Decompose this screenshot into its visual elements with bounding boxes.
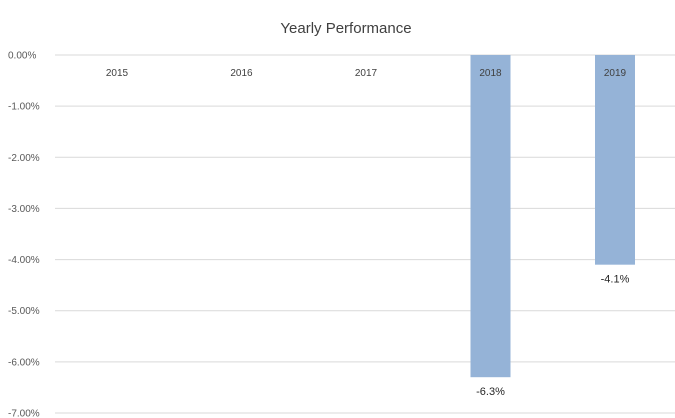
category-label-2016: 2016 [230,68,253,79]
y-axis-ticks: 0.00% -1.00% -2.00% -3.00% -4.00% -5.00% -6.00… [8,51,40,418]
gridlines [55,54,675,414]
y-tick-label: -7.00% [8,409,40,418]
category-labels: 2015 2016 2017 2018 2019 [106,68,627,79]
y-tick-label: -2.00% [8,153,40,164]
y-tick-label: 0.00% [8,51,36,62]
data-label-2019: -4.1% [601,274,630,286]
y-tick-label: -5.00% [8,306,40,317]
y-tick-label: -1.00% [8,102,40,113]
category-label-2018: 2018 [479,68,502,79]
category-label-2017: 2017 [355,68,378,79]
bars [470,55,635,378]
bar-2018 [470,55,511,378]
bar-2019 [595,55,635,265]
y-tick-label: -3.00% [8,204,40,215]
category-label-2019: 2019 [604,68,627,79]
chart-title: Yearly Performance [280,20,411,37]
y-tick-label: -6.00% [8,357,40,368]
data-labels: -6.3% -4.1% [476,274,629,399]
category-label-2015: 2015 [106,68,129,79]
y-tick-label: -4.00% [8,255,40,266]
data-label-2018: -6.3% [476,386,505,398]
